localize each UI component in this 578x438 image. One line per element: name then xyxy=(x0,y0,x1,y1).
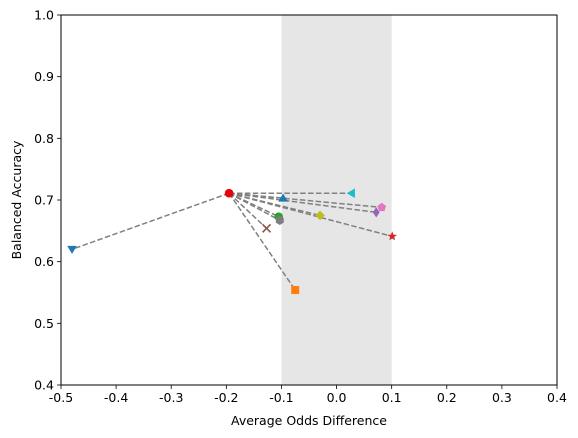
x-tick-label: 0.3 xyxy=(492,390,512,405)
x-tick-label: -0.5 xyxy=(49,390,73,405)
y-axis-label: Balanced Accuracy xyxy=(9,140,24,259)
data-point-8 xyxy=(315,210,325,221)
data-point-9 xyxy=(346,188,355,199)
x-tick-label: 0.4 xyxy=(547,390,567,405)
y-tick-label: 0.9 xyxy=(34,69,54,84)
x-tick-label: -0.3 xyxy=(159,390,183,405)
x-tick-label: -0.2 xyxy=(214,390,238,405)
y-tick-label: 0.6 xyxy=(34,254,54,269)
x-tick-label: 0.0 xyxy=(327,390,347,405)
x-tick-label: 0.1 xyxy=(382,390,402,405)
fair-region-band xyxy=(281,15,392,385)
y-tick-label: 1.0 xyxy=(34,8,54,23)
y-tick-label: 0.5 xyxy=(34,316,54,331)
x-tick-label: -0.4 xyxy=(104,390,128,405)
y-tick-label: 0.7 xyxy=(34,193,54,208)
y-tick-label: 0.8 xyxy=(34,131,54,146)
data-point-3 xyxy=(387,231,397,241)
data-point-0 xyxy=(67,245,77,254)
x-tick-label: -0.1 xyxy=(269,390,293,405)
data-point-1 xyxy=(291,286,300,295)
data-point-7 xyxy=(275,215,284,225)
data-point-6 xyxy=(377,202,387,212)
origin-point xyxy=(224,188,234,198)
y-tick-label: 0.4 xyxy=(34,378,54,393)
connector-line-0 xyxy=(71,192,230,251)
x-tick-label: 0.2 xyxy=(437,390,457,405)
connector-line-10 xyxy=(229,192,284,199)
connector-line-5 xyxy=(228,192,268,229)
data-point-4 xyxy=(372,207,380,218)
connector-line-1 xyxy=(228,192,296,291)
x-axis-label: Average Odds Difference xyxy=(231,413,387,428)
data-point-10 xyxy=(278,193,288,202)
data-point-5 xyxy=(261,223,272,233)
connector-line-4 xyxy=(228,192,377,214)
connector-line-7 xyxy=(228,192,281,222)
